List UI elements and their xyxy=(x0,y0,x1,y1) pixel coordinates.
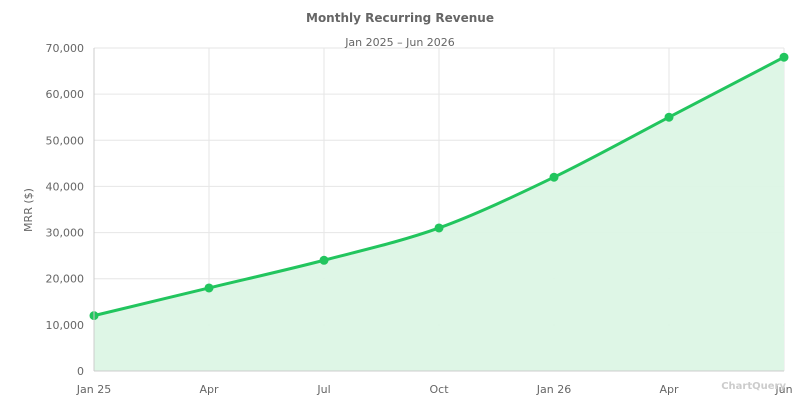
x-tick-label: Jul xyxy=(316,383,330,396)
x-tick-label: Apr xyxy=(199,383,219,396)
y-axis-title: MRR ($) xyxy=(22,188,35,232)
data-point[interactable] xyxy=(779,52,789,62)
axes: 0 10,000 20,000 30,000 40,000 50,000 60,000 70,… xyxy=(46,42,793,396)
data-point[interactable] xyxy=(549,172,559,182)
x-tick-label: Jun xyxy=(774,383,792,396)
x-tick-label: Jan 26 xyxy=(536,383,571,396)
x-tick-label: Apr xyxy=(659,383,679,396)
series-area xyxy=(94,57,784,371)
y-tick-label: 40,000 xyxy=(46,180,85,193)
watermark: ChartQuery xyxy=(721,381,786,392)
data-point[interactable] xyxy=(204,283,214,293)
data-point[interactable] xyxy=(434,223,444,233)
y-tick-label: 60,000 xyxy=(46,88,85,101)
y-tick-label: 30,000 xyxy=(46,227,85,240)
y-tick-label: 10,000 xyxy=(46,319,85,332)
x-tick-label: Jan 25 xyxy=(76,383,111,396)
point-layer xyxy=(89,52,789,321)
area-layer xyxy=(94,57,784,371)
y-tick-label: 0 xyxy=(77,365,84,378)
y-tick-label: 20,000 xyxy=(46,273,85,286)
chart-title: Monthly Recurring Revenue xyxy=(306,11,494,25)
y-tick-label: 50,000 xyxy=(46,134,85,147)
data-point[interactable] xyxy=(664,112,674,122)
data-point[interactable] xyxy=(319,255,329,265)
chart-subtitle: Jan 2025 – Jun 2026 xyxy=(344,36,455,49)
y-tick-label: 70,000 xyxy=(46,42,85,55)
x-tick-label: Oct xyxy=(429,383,449,396)
